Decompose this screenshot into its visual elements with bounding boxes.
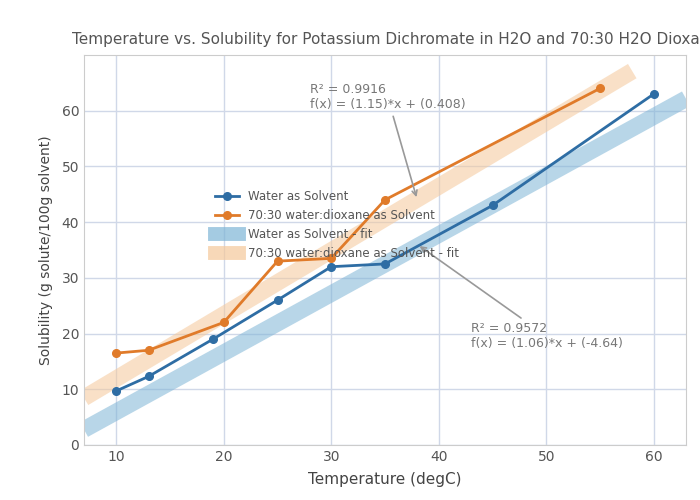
Line: 70:30 water:dioxane as Solvent: 70:30 water:dioxane as Solvent [113, 84, 604, 357]
Text: R² = 0.9572
f(x) = (1.06)*x + (-4.64): R² = 0.9572 f(x) = (1.06)*x + (-4.64) [421, 247, 623, 350]
70:30 water:dioxane as Solvent [144, 348, 153, 354]
70:30 water:dioxane as Solvent [327, 256, 335, 262]
X-axis label: Temperature (degC): Temperature (degC) [308, 472, 462, 487]
Water as Solvent [112, 388, 120, 394]
Legend: Water as Solvent, 70:30 water:dioxane as Solvent, Water as Solvent - fit, 70:30 : Water as Solvent, 70:30 water:dioxane as… [210, 186, 464, 265]
Water as Solvent [489, 202, 497, 208]
Water as Solvent [273, 297, 281, 303]
Text: Temperature vs. Solubility for Potassium Dichromate in H2O and 70:30 H2O Dioxane: Temperature vs. Solubility for Potassium… [72, 32, 700, 47]
70:30 water:dioxane as Solvent [220, 320, 228, 326]
70:30 water:dioxane as Solvent [596, 86, 604, 91]
Water as Solvent [327, 264, 335, 270]
70:30 water:dioxane as Solvent [381, 197, 389, 203]
Water as Solvent [209, 336, 217, 342]
Water as Solvent [144, 374, 153, 380]
70:30 water:dioxane as Solvent [273, 258, 281, 264]
70:30 water:dioxane as Solvent [112, 350, 120, 356]
Y-axis label: Solubility (g solute/100g solvent): Solubility (g solute/100g solvent) [39, 135, 53, 365]
Text: R² = 0.9916
f(x) = (1.15)*x + (0.408): R² = 0.9916 f(x) = (1.15)*x + (0.408) [309, 83, 466, 196]
Water as Solvent [381, 261, 389, 267]
Line: Water as Solvent: Water as Solvent [113, 90, 657, 395]
Water as Solvent [650, 91, 658, 97]
